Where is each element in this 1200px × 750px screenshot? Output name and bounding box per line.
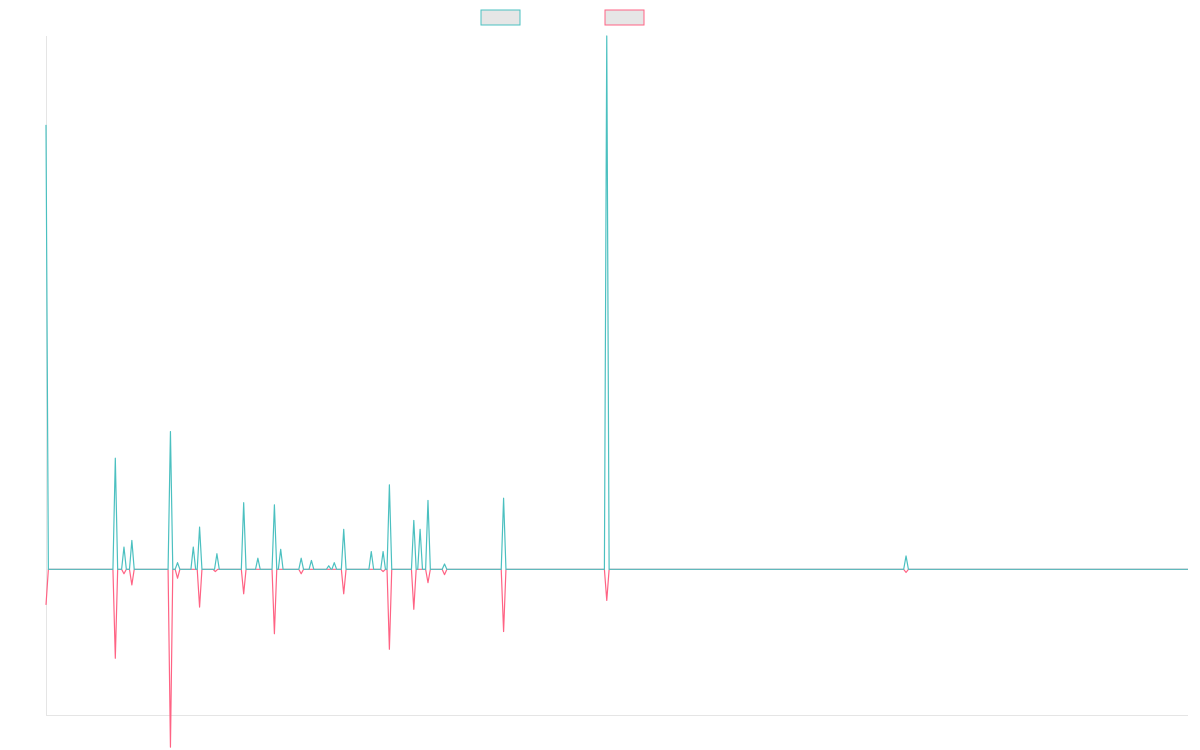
legend [480,9,645,26]
series-b-line [45,568,1188,748]
axes [46,36,1188,716]
legend-swatch-series-b[interactable] [604,9,645,26]
series-layer [45,35,1188,748]
series-a-line [45,35,1188,570]
legend-swatch-series-a[interactable] [480,9,521,26]
